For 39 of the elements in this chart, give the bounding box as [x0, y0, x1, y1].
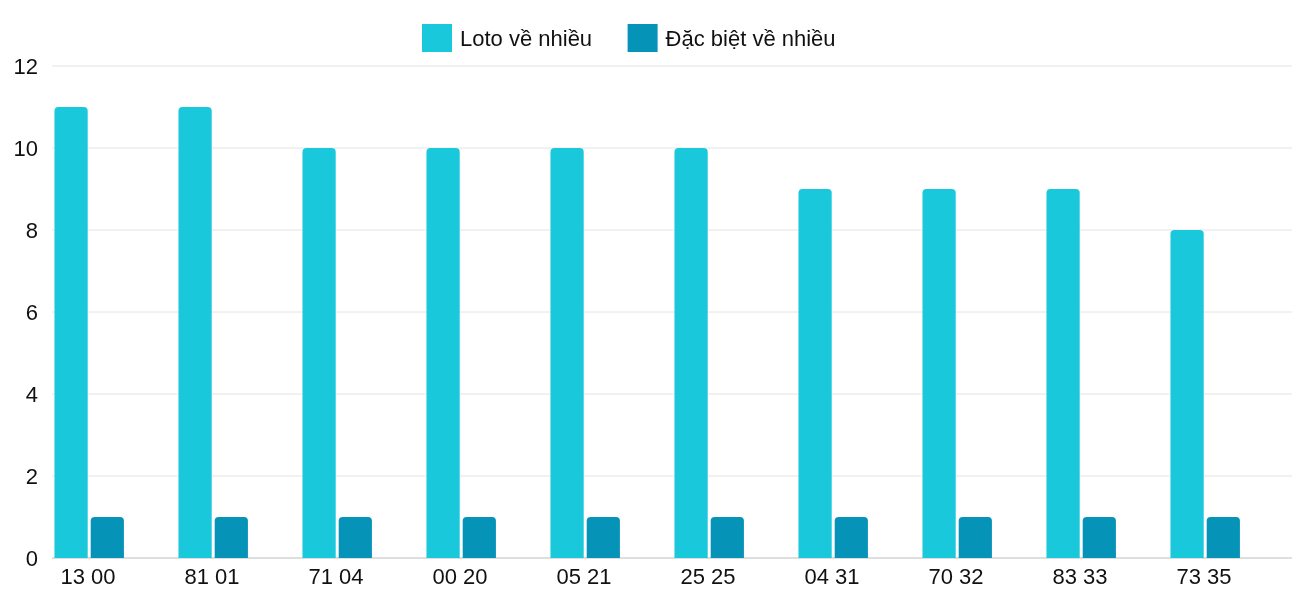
x-tick-label: 70 32 — [928, 564, 984, 589]
bar — [90, 517, 124, 558]
y-tick-label: 4 — [25, 381, 38, 407]
bar — [1206, 517, 1240, 558]
bar — [1046, 189, 1080, 558]
bar — [214, 517, 248, 558]
y-tick-label: 10 — [13, 135, 38, 161]
x-tick-label: 71 04 — [308, 564, 364, 589]
x-tick-label: 25 25 — [680, 564, 736, 589]
y-tick-label: 6 — [25, 299, 38, 325]
y-tick-label: 8 — [25, 217, 38, 243]
bar — [674, 148, 708, 558]
x-tick-label: 81 01 — [184, 564, 240, 589]
bar — [338, 517, 372, 558]
legend-label: Loto về nhiều — [460, 25, 593, 51]
legend-label: Đặc biệt về nhiều — [665, 25, 836, 51]
bar — [710, 517, 744, 558]
y-tick-label: 12 — [13, 53, 38, 79]
x-tick-label: 73 35 — [1176, 564, 1232, 589]
bar — [1082, 517, 1116, 558]
x-tick-label: 00 20 — [432, 564, 488, 589]
x-tick-label: 13 00 — [60, 564, 116, 589]
bar — [798, 189, 832, 558]
bar — [834, 517, 868, 558]
bar — [922, 189, 956, 558]
bar — [302, 148, 336, 558]
bar — [462, 517, 496, 558]
bar — [550, 148, 584, 558]
bar — [54, 107, 88, 558]
x-tick-label: 04 31 — [804, 564, 860, 589]
x-tick-label: 83 33 — [1052, 564, 1108, 589]
bar — [1170, 230, 1204, 558]
bar — [958, 517, 992, 558]
y-tick-label: 2 — [25, 463, 38, 489]
y-tick-label: 0 — [25, 545, 38, 571]
x-tick-label: 05 21 — [556, 564, 612, 589]
bar — [178, 107, 212, 558]
bar — [426, 148, 460, 558]
bar — [586, 517, 620, 558]
